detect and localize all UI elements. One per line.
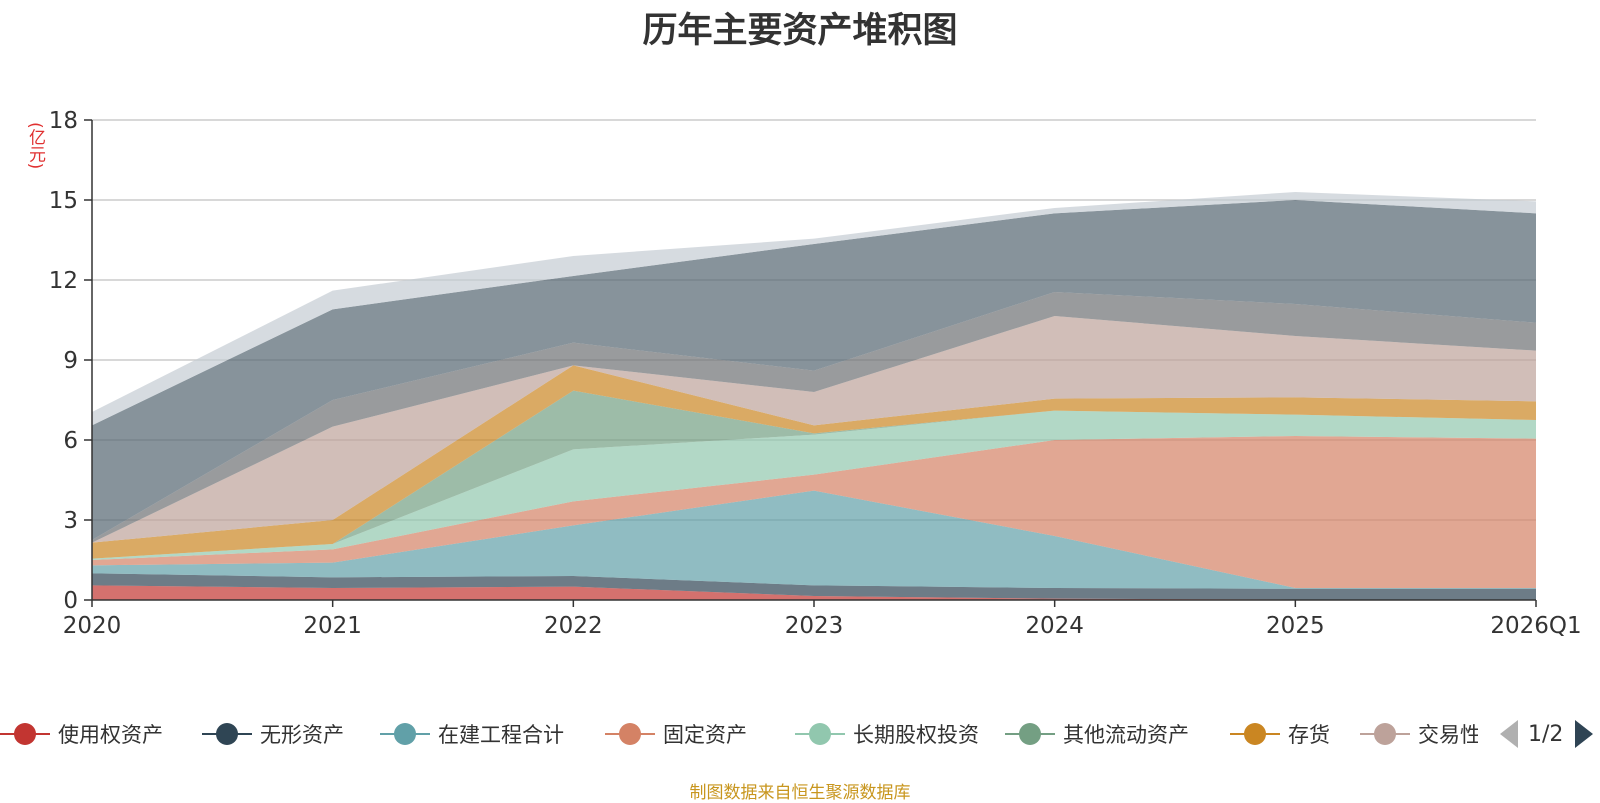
y-tick-label: 6 bbox=[63, 428, 78, 454]
legend-item[interactable]: 使用权资产 bbox=[0, 715, 163, 753]
area-series-6 bbox=[92, 365, 1536, 559]
legend-prev-page-icon[interactable] bbox=[1500, 720, 1518, 748]
x-tick-label: 2023 bbox=[785, 613, 844, 639]
legend-label: 其他流动资产 bbox=[1063, 723, 1189, 747]
x-tick-label: 2021 bbox=[303, 613, 362, 639]
stacked-area-chart: 0 3 6 9 12 15 18 2020 2021 2022 2023 2024 2025 2026Q1 bbox=[49, 108, 1582, 639]
area-series-2 bbox=[92, 490, 1536, 589]
area-series bbox=[92, 192, 1536, 600]
legend-label: 使用权资产 bbox=[58, 723, 163, 747]
area-series-4 bbox=[92, 410, 1536, 560]
y-tick-label: 12 bbox=[49, 268, 78, 294]
legend-label: 无形资产 bbox=[260, 723, 344, 747]
y-tick-label: 15 bbox=[49, 188, 78, 214]
y-axis-unit-label: (亿元) bbox=[25, 122, 45, 170]
y-tick-label: 0 bbox=[63, 588, 78, 614]
area-series-7 bbox=[92, 316, 1536, 543]
legend-page-indicator: 1/2 bbox=[1528, 721, 1564, 747]
area-series-8 bbox=[92, 292, 1536, 543]
area-series-9 bbox=[92, 200, 1536, 540]
legend-marker-icon bbox=[202, 719, 252, 749]
legend: 使用权资产 无形资产 在建工程合计 固定资产 长期股权投资 其他流动资产 存货 交易性金融资产… bbox=[0, 715, 1600, 755]
legend-label: 交易性金融资产 bbox=[1418, 723, 1478, 747]
area-series-1 bbox=[92, 573, 1536, 600]
legend-item[interactable]: 固定资产 bbox=[605, 715, 747, 753]
x-tick-label: 2026Q1 bbox=[1490, 613, 1581, 639]
legend-marker-icon bbox=[380, 719, 430, 749]
chart-title: 历年主要资产堆积图 bbox=[642, 11, 958, 51]
axes: 0 3 6 9 12 15 18 2020 2021 2022 2023 2024 2025 2026Q1 bbox=[49, 108, 1582, 639]
area-series-10 bbox=[92, 192, 1536, 426]
legend-label: 存货 bbox=[1288, 723, 1330, 747]
legend-label: 固定资产 bbox=[663, 723, 747, 747]
legend-label: 在建工程合计 bbox=[438, 723, 564, 747]
x-tick-label: 2020 bbox=[63, 613, 122, 639]
legend-marker-icon bbox=[0, 719, 50, 749]
legend-label: 长期股权投资 bbox=[853, 723, 979, 747]
legend-item[interactable]: 其他流动资产 bbox=[1005, 715, 1189, 753]
y-tick-label: 9 bbox=[63, 348, 78, 374]
legend-marker-icon bbox=[605, 719, 655, 749]
legend-marker-icon bbox=[1360, 719, 1410, 749]
legend-marker-icon bbox=[1230, 719, 1280, 749]
legend-marker-icon bbox=[795, 719, 845, 749]
legend-item[interactable]: 交易性金融资产 bbox=[1360, 715, 1478, 753]
legend-items: 使用权资产 无形资产 在建工程合计 固定资产 长期股权投资 其他流动资产 存货 交易性金融资产 bbox=[0, 715, 1478, 755]
y-tick-label: 18 bbox=[49, 108, 78, 134]
legend-item[interactable]: 在建工程合计 bbox=[380, 715, 564, 753]
legend-marker-icon bbox=[1005, 719, 1055, 749]
x-tick-label: 2025 bbox=[1266, 613, 1325, 639]
y-tick-label: 3 bbox=[63, 508, 78, 534]
legend-item[interactable]: 长期股权投资 bbox=[795, 715, 979, 753]
source-note: 制图数据来自恒生聚源数据库 bbox=[689, 783, 911, 803]
legend-pager: 1/2 bbox=[1500, 715, 1594, 753]
area-series-3 bbox=[92, 436, 1536, 588]
legend-item[interactable]: 无形资产 bbox=[202, 715, 344, 753]
legend-item[interactable]: 存货 bbox=[1230, 715, 1330, 753]
x-tick-label: 2022 bbox=[544, 613, 603, 639]
legend-next-page-icon[interactable] bbox=[1575, 720, 1594, 748]
area-series-0 bbox=[92, 585, 1536, 600]
x-tick-label: 2024 bbox=[1025, 613, 1084, 639]
